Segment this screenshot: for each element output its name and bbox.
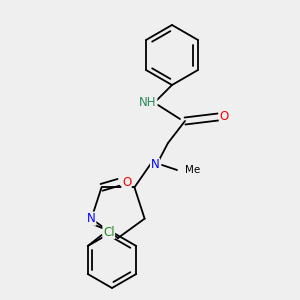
Text: N: N <box>87 212 96 225</box>
Text: O: O <box>219 110 229 124</box>
Text: Cl: Cl <box>103 226 115 238</box>
Text: O: O <box>122 176 131 189</box>
Text: NH: NH <box>139 97 157 110</box>
Text: Me: Me <box>185 165 201 175</box>
Text: N: N <box>151 158 159 172</box>
